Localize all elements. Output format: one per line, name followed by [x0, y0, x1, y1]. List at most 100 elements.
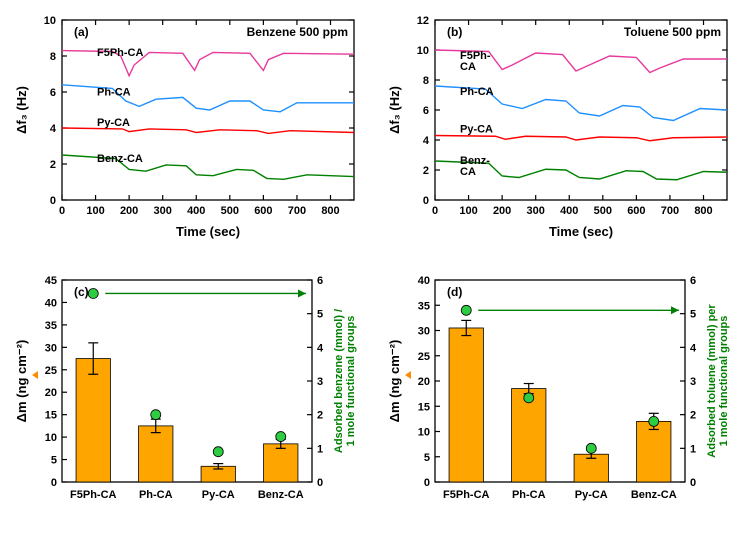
svg-text:1: 1	[690, 443, 696, 455]
dot-F5Ph-CA	[88, 288, 98, 298]
svg-text:Δf₃ (Hz): Δf₃ (Hz)	[387, 86, 402, 134]
svg-text:300: 300	[154, 205, 172, 217]
svg-text:15: 15	[45, 410, 57, 422]
svg-text:10: 10	[416, 45, 428, 57]
svg-text:Δf₃ (Hz): Δf₃ (Hz)	[14, 86, 29, 134]
series-label: Ph-CA	[460, 86, 494, 98]
svg-text:Δm (ng cm⁻²): Δm (ng cm⁻²)	[14, 340, 29, 423]
svg-text:30: 30	[45, 342, 57, 354]
svg-text:Adsorbed toluene (mmol) per: Adsorbed toluene (mmol) per	[706, 304, 718, 458]
dot-Benz-CA	[648, 416, 658, 426]
svg-text:600: 600	[254, 205, 272, 217]
svg-text:400: 400	[560, 205, 578, 217]
dot-Benz-CA	[276, 432, 286, 442]
svg-text:500: 500	[593, 205, 611, 217]
series-label: Benz-CA	[97, 153, 143, 165]
svg-text:40: 40	[417, 275, 429, 287]
svg-text:Δm (ng cm⁻²): Δm (ng cm⁻²)	[387, 340, 402, 423]
svg-text:0: 0	[422, 195, 428, 207]
svg-text:8: 8	[50, 51, 56, 63]
svg-text:0: 0	[431, 205, 437, 217]
svg-text:6: 6	[50, 87, 56, 99]
svg-text:F5Ph-CA: F5Ph-CA	[70, 489, 117, 501]
svg-text:20: 20	[417, 376, 429, 388]
svg-text:15: 15	[417, 401, 429, 413]
svg-text:0: 0	[51, 477, 57, 489]
y1-arrow-icon	[32, 371, 38, 379]
svg-text:1 mole functional groups: 1 mole functional groups	[718, 316, 730, 447]
svg-text:800: 800	[321, 205, 339, 217]
svg-text:3: 3	[317, 376, 323, 388]
svg-text:0: 0	[59, 205, 65, 217]
svg-text:4: 4	[317, 342, 324, 354]
series-Py-CA	[435, 136, 727, 141]
svg-text:Benz-CA: Benz-CA	[630, 489, 676, 501]
svg-text:500: 500	[221, 205, 239, 217]
series-label: Py-CA	[97, 117, 130, 129]
svg-text:4: 4	[50, 123, 57, 135]
svg-text:Ph-CA: Ph-CA	[139, 489, 173, 501]
svg-text:35: 35	[45, 320, 57, 332]
svg-text:F5Ph-CA: F5Ph-CA	[443, 489, 490, 501]
bar-F5Ph-CA	[449, 328, 483, 482]
series-label: Py-CA	[460, 124, 493, 136]
svg-text:700: 700	[288, 205, 306, 217]
svg-text:Toluene 500 ppm: Toluene 500 ppm	[623, 25, 720, 39]
svg-text:25: 25	[417, 351, 429, 363]
svg-text:0: 0	[50, 195, 56, 207]
svg-text:5: 5	[317, 309, 323, 321]
svg-text:8: 8	[422, 75, 428, 87]
svg-text:Py-CA: Py-CA	[574, 489, 607, 501]
svg-text:6: 6	[422, 105, 428, 117]
svg-text:20: 20	[45, 387, 57, 399]
svg-text:(c): (c)	[74, 285, 89, 299]
svg-text:5: 5	[690, 309, 696, 321]
svg-text:800: 800	[694, 205, 712, 217]
series-label: CA	[460, 166, 476, 178]
svg-text:Ph-CA: Ph-CA	[511, 489, 545, 501]
bar-Benz-CA	[636, 421, 670, 482]
svg-text:200: 200	[492, 205, 510, 217]
svg-text:35: 35	[417, 300, 429, 312]
svg-text:100: 100	[459, 205, 477, 217]
svg-text:2: 2	[50, 159, 56, 171]
svg-text:(a): (a)	[74, 25, 89, 39]
svg-text:Benz-CA: Benz-CA	[258, 489, 304, 501]
svg-text:2: 2	[317, 410, 323, 422]
svg-text:0: 0	[690, 477, 696, 489]
panel-d: 05101520253035400123456Δm (ng cm⁻²)Adsor…	[385, 270, 740, 510]
svg-text:700: 700	[660, 205, 678, 217]
svg-text:6: 6	[690, 275, 696, 287]
svg-text:100: 100	[86, 205, 104, 217]
series-label: Ph-CA	[97, 87, 131, 99]
svg-text:4: 4	[690, 342, 697, 354]
dot-F5Ph-CA	[461, 305, 471, 315]
svg-text:Adsorbed benzene (mmol) /: Adsorbed benzene (mmol) /	[333, 309, 345, 453]
svg-text:40: 40	[45, 297, 57, 309]
figure-grid: 01002003004005006007008000246810Time (se…	[12, 12, 739, 510]
svg-text:400: 400	[187, 205, 205, 217]
svg-text:3: 3	[690, 376, 696, 388]
dot-Ph-CA	[523, 393, 533, 403]
svg-text:25: 25	[45, 365, 57, 377]
svg-text:5: 5	[423, 452, 429, 464]
svg-text:0: 0	[317, 477, 323, 489]
svg-text:10: 10	[44, 15, 56, 27]
dot-Ph-CA	[151, 410, 161, 420]
bar-F5Ph-CA	[76, 359, 110, 482]
svg-text:1: 1	[317, 443, 323, 455]
svg-text:Py-CA: Py-CA	[202, 489, 235, 501]
series-label: F5Ph-CA	[97, 47, 144, 59]
svg-text:30: 30	[417, 326, 429, 338]
svg-text:(d): (d)	[447, 285, 462, 299]
svg-text:Benzene 500 ppm: Benzene 500 ppm	[247, 25, 348, 39]
panel-b: 0100200300400500600700800024681012Time (…	[385, 12, 740, 242]
svg-text:10: 10	[45, 432, 57, 444]
svg-text:10: 10	[417, 427, 429, 439]
svg-text:4: 4	[422, 135, 429, 147]
svg-text:200: 200	[120, 205, 138, 217]
svg-text:6: 6	[317, 275, 323, 287]
svg-text:Time (sec): Time (sec)	[548, 224, 612, 239]
svg-text:45: 45	[45, 275, 57, 287]
bar-Benz-CA	[264, 444, 298, 482]
